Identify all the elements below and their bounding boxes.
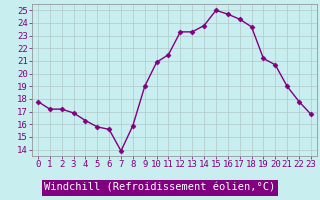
Text: Windchill (Refroidissement éolien,°C): Windchill (Refroidissement éolien,°C) — [44, 183, 276, 193]
